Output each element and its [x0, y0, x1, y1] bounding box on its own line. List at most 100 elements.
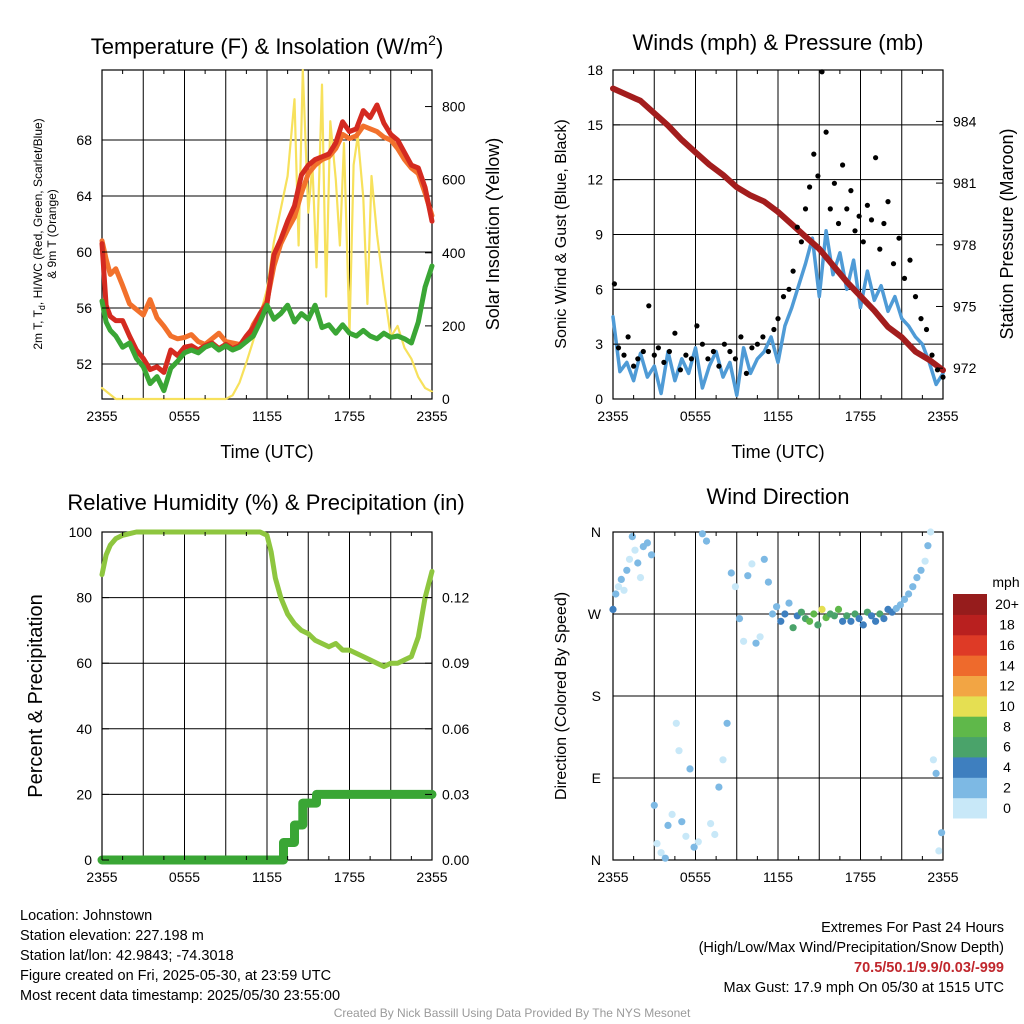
direction-point — [752, 639, 760, 647]
y-tick-label-right: 600 — [442, 172, 466, 188]
precipitation-line — [97, 789, 437, 865]
direction-point — [686, 765, 694, 773]
gust-point — [754, 341, 761, 347]
winds-ylabel-right: Station Pressure (Maroon) — [997, 128, 1017, 339]
y-tick-label-left: N — [591, 852, 601, 868]
y-tick-label-left: 0 — [595, 391, 603, 407]
gust-point — [794, 224, 800, 230]
winds-title: Winds (mph) & Pressure (mb) — [633, 30, 924, 55]
y-tick-label-left: 68 — [76, 132, 92, 148]
gust-point — [775, 316, 781, 322]
gust-point — [743, 370, 750, 376]
x-tick-label: 1155 — [763, 869, 793, 885]
direction-point — [614, 583, 623, 591]
direction-point — [647, 551, 656, 559]
gust-point — [827, 206, 833, 212]
direction-point — [631, 546, 639, 554]
direction-point — [657, 849, 665, 857]
y-tick-label-right: 972 — [953, 360, 977, 376]
y-tick-label-left: 56 — [76, 300, 92, 316]
x-tick-label: 0555 — [169, 869, 200, 885]
colorbar-label: 16 — [999, 637, 1015, 653]
y-tick-label-left: 0 — [84, 852, 92, 868]
gust-point — [864, 202, 871, 208]
station-elevation: Station elevation: 227.198 m — [20, 928, 204, 944]
gust-point — [868, 217, 875, 223]
gust-point — [683, 352, 689, 358]
colorbar-swatch — [953, 756, 987, 778]
x-tick-label: 2355 — [416, 408, 447, 424]
direction-point — [932, 769, 940, 778]
direction-point — [847, 617, 855, 625]
extremes-subtitle: (High/Low/Max Wind/Precipitation/Snow De… — [698, 940, 1004, 956]
gust-point — [780, 294, 787, 300]
y-tick-label-left: 52 — [76, 356, 92, 372]
colorbar-label: 18 — [999, 617, 1015, 633]
gust-point — [912, 294, 919, 300]
y-tick-label-right: 975 — [953, 298, 977, 314]
direction-point — [859, 621, 867, 629]
direction-point — [760, 555, 768, 563]
humidity-grid — [102, 532, 432, 860]
direction-point — [768, 610, 777, 618]
direction-title: Wind Direction — [706, 484, 849, 509]
y-tick-label-right: 981 — [953, 175, 977, 191]
y-tick-label-right: 0.00 — [442, 852, 469, 868]
gust-point — [749, 345, 755, 351]
y-tick-label-left: 20 — [76, 786, 92, 802]
direction-point — [756, 633, 764, 641]
gust-point — [651, 352, 657, 358]
direction-point — [830, 612, 839, 620]
direction-point — [785, 599, 793, 607]
direction-point — [609, 605, 617, 614]
direction-point — [781, 610, 789, 618]
gust-point — [840, 162, 846, 168]
gust-point — [699, 341, 706, 347]
gust-point — [771, 326, 777, 333]
direction-point — [905, 590, 913, 598]
gust-point — [807, 184, 813, 190]
direction-point — [668, 810, 676, 819]
direction-point — [921, 557, 929, 565]
y-tick-label-right: 978 — [953, 237, 977, 253]
gust-point — [831, 180, 838, 186]
direction-point — [634, 559, 642, 567]
x-tick-label: 0555 — [680, 408, 711, 424]
colorbar-swatch — [953, 797, 987, 819]
extremes-title: Extremes For Past 24 Hours — [821, 920, 1004, 936]
direction-point — [814, 621, 822, 629]
gust-point — [738, 334, 744, 340]
dewpoint-line — [99, 263, 435, 394]
direction-grid — [613, 532, 943, 860]
gust-point — [765, 348, 772, 355]
direction-point — [851, 610, 859, 618]
winds-panel: Winds (mph) & Pressure (mb) 2355 0555 1155… — [553, 30, 1017, 462]
direction-point — [839, 617, 847, 625]
direction-point — [707, 820, 715, 828]
gust-point — [710, 348, 717, 355]
gust-point — [646, 303, 652, 309]
colorbar-swatch — [953, 655, 987, 676]
direction-point — [834, 605, 843, 614]
colorbar-label: 6 — [1003, 739, 1011, 755]
gust-point — [705, 356, 711, 362]
colorbar-label: 2 — [1003, 779, 1011, 795]
gust-point — [655, 345, 662, 351]
direction-point — [927, 528, 935, 536]
colorbar-swatch — [953, 675, 987, 697]
gust-point — [635, 356, 641, 362]
direction-point — [938, 829, 946, 837]
direction-point — [694, 838, 702, 846]
gust-point — [844, 206, 850, 212]
direction-point — [740, 637, 748, 645]
y-tick-label-left: 12 — [587, 172, 603, 188]
x-tick-label: 1755 — [845, 408, 876, 424]
direction-point — [653, 840, 661, 848]
gust-point — [625, 334, 631, 340]
max-gust: Max Gust: 17.9 mph On 05/30 at 1515 UTC — [723, 980, 1004, 996]
gust-point — [802, 206, 809, 212]
gust-point — [661, 359, 667, 365]
gust-point — [823, 129, 829, 135]
winds-xlabel: Time (UTC) — [731, 442, 824, 462]
